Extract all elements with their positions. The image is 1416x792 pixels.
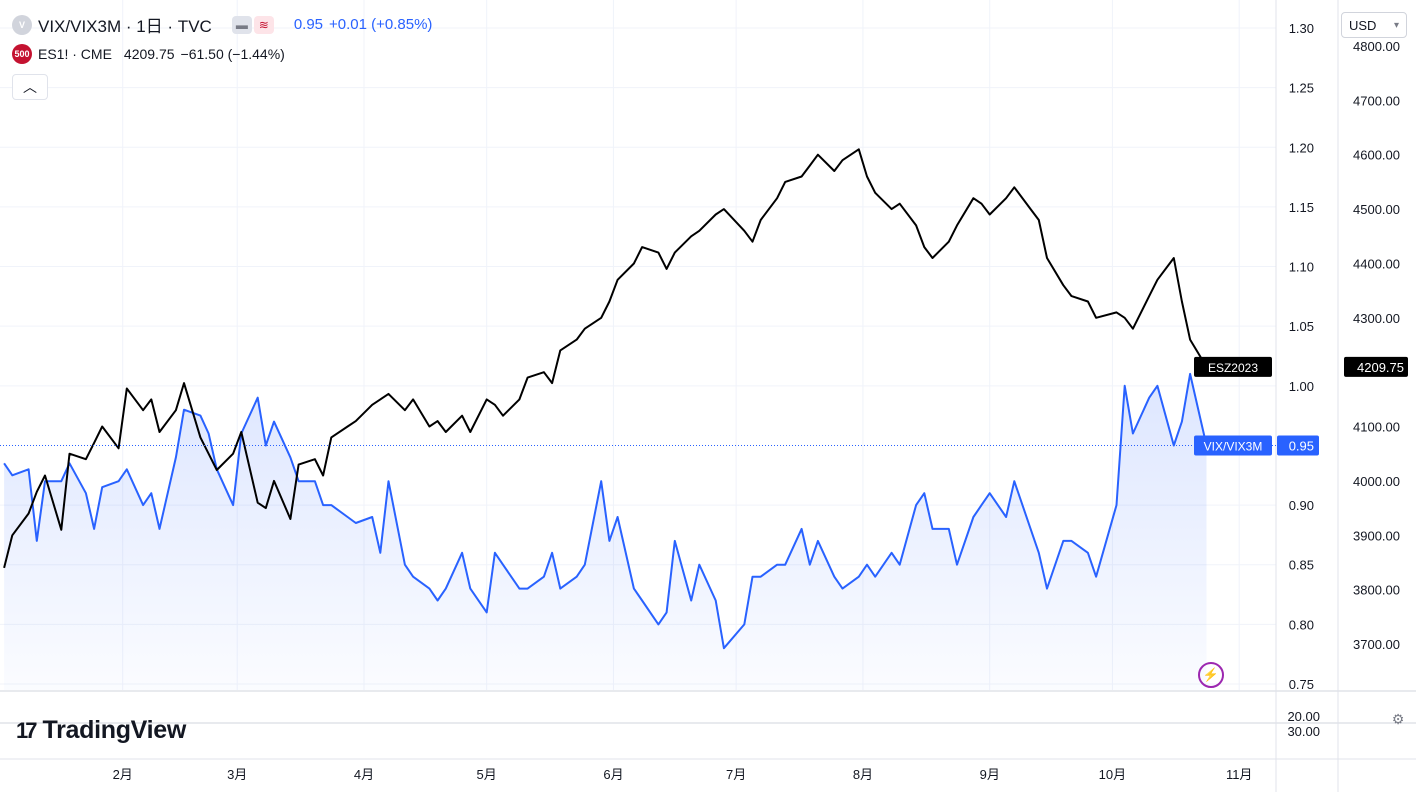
- series-visibility-controls[interactable]: ▬ ≋: [231, 15, 274, 34]
- series-name-tag: [1194, 435, 1272, 456]
- compare-series-value: 4209.75: [123, 46, 175, 62]
- main-series-value: 0.95: [293, 16, 324, 33]
- ratio-tick-label: 0.80: [1289, 617, 1314, 632]
- ratio-tick-label: 1.05: [1289, 319, 1314, 334]
- wave-icon[interactable]: ≋: [253, 15, 274, 34]
- price-tick-label: 4300.00: [1353, 311, 1400, 326]
- currency-select[interactable]: USD ▾: [1341, 12, 1407, 38]
- chevron-down-icon: ▾: [1393, 19, 1399, 31]
- lower-pane-tick-label: 30.00: [1287, 724, 1320, 739]
- price-tick-label: 4100.00: [1353, 420, 1400, 435]
- price-tick-label: 4600.00: [1353, 148, 1400, 163]
- chevron-up-icon: ︿: [23, 79, 37, 95]
- tradingview-wordmark: TradingView: [42, 716, 186, 744]
- price-tick-label: 3900.00: [1353, 528, 1400, 543]
- price-last-value-label: 4209.75: [1357, 360, 1404, 375]
- month-tick-label: 8月: [853, 767, 873, 782]
- month-tick-label: 5月: [477, 767, 497, 782]
- price-tick-label: 3800.00: [1353, 583, 1400, 598]
- series-name-tag-label: VIX/VIX3M: [1204, 439, 1263, 453]
- vix-symbol-icon: V: [12, 14, 32, 35]
- series-line-esz2023: [3, 148, 1208, 569]
- month-tick-label: 3月: [227, 767, 247, 782]
- month-tick-label: 7月: [726, 767, 746, 782]
- month-tick-label: 4月: [354, 767, 374, 782]
- main-series-legend[interactable]: V VIX/VIX3M · 1日 · TVC ▬ ≋ 0.95 +0.01 (+…: [12, 12, 432, 37]
- ratio-tick-label: 1.15: [1289, 200, 1314, 215]
- month-tick-label: 11月: [1226, 767, 1253, 782]
- ratio-tick-label: 1.20: [1289, 140, 1314, 155]
- ratio-tick-label: 0.90: [1289, 498, 1314, 513]
- settings-gear-icon: ⚙: [1392, 712, 1405, 728]
- ratio-tick-label: 1.25: [1289, 81, 1314, 96]
- price-tick-label: 4700.00: [1353, 93, 1400, 108]
- sp500-symbol-icon: 500: [12, 44, 32, 64]
- price-tick-label: 3700.00: [1353, 637, 1400, 652]
- tradingview-logo[interactable]: 17 TradingView: [16, 716, 186, 745]
- price-last-value-badge: [1344, 356, 1408, 377]
- price-tick-label: 4500.00: [1353, 202, 1400, 217]
- currency-value: USD: [1349, 17, 1377, 33]
- ratio-last-value-badge: [1277, 435, 1319, 456]
- collapse-legend-button[interactable]: ︿: [12, 74, 48, 100]
- month-tick-label: 10月: [1099, 767, 1126, 782]
- price-tick-label: 4000.00: [1353, 474, 1400, 489]
- tradingview-mark-icon: 17: [16, 717, 38, 743]
- flash-icon[interactable]: ⚡: [1198, 662, 1224, 688]
- main-series-change: +0.01 (+0.85%): [329, 16, 433, 33]
- ratio-tick-label: 0.75: [1289, 677, 1314, 692]
- series-line-vix-vix3m: [3, 372, 1208, 650]
- ratio-tick-label: 1.00: [1289, 379, 1314, 394]
- ratio-tick-label: 0.85: [1289, 558, 1314, 573]
- lower-pane-tick-label: 20.00: [1287, 709, 1320, 724]
- compare-series-change: −61.50 (−1.44%): [180, 46, 285, 62]
- price-tick-label: 4800.00: [1353, 39, 1400, 54]
- month-tick-label: 9月: [980, 767, 1000, 782]
- main-series-title[interactable]: VIX/VIX3M · 1日 · TVC: [38, 17, 212, 36]
- price-tick-label: 4400.00: [1353, 256, 1400, 271]
- series-area-vix-vix3m: [4, 373, 1207, 690]
- series-name-tag-label: ESZ2023: [1208, 361, 1258, 375]
- ratio-last-value-label: 0.95: [1289, 438, 1314, 453]
- month-tick-label: 2月: [113, 767, 133, 782]
- ratio-tick-label: 1.30: [1289, 21, 1314, 36]
- compare-series-legend[interactable]: 500 ES1! · CME 4209.75 −61.50 (−1.44%): [12, 44, 285, 64]
- series-name-tag: [1194, 356, 1272, 377]
- month-tick-label: 6月: [603, 767, 623, 782]
- minus-icon[interactable]: ▬: [231, 15, 252, 34]
- ratio-tick-label: 1.10: [1289, 260, 1314, 275]
- compare-series-title[interactable]: ES1! · CME: [38, 46, 112, 62]
